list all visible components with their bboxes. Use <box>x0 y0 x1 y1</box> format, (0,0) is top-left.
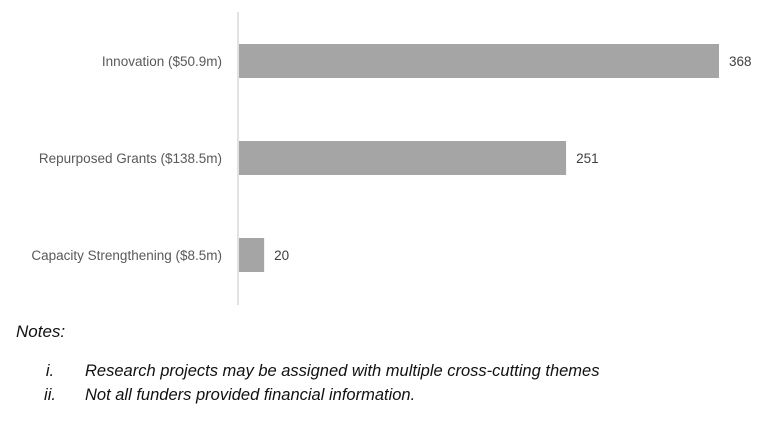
notes-title: Notes: <box>16 322 66 341</box>
note-number: ii. <box>44 386 56 404</box>
notes-section: Notes: i. Research projects may be assig… <box>16 322 756 410</box>
note-text: Research projects may be assigned with m… <box>85 362 600 380</box>
category-label: Capacity Strengthening ($8.5m) <box>31 248 222 263</box>
data-label: 251 <box>576 151 599 166</box>
category-label: Repurposed Grants ($138.5m) <box>39 151 222 166</box>
bar <box>239 238 265 272</box>
note-number: i. <box>45 362 55 380</box>
category-label: Innovation ($50.9m) <box>102 54 222 69</box>
bar-chart: Innovation ($50.9m) 368 Repurposed Grants … <box>31 12 752 305</box>
data-label: 368 <box>729 54 752 69</box>
data-label: 20 <box>274 248 289 263</box>
note-item-1: i. Research projects may be assigned wit… <box>16 362 756 386</box>
note-text: Not all funders provided financial infor… <box>85 386 416 404</box>
bar <box>239 44 719 78</box>
bar <box>239 141 567 175</box>
note-item-2: ii. Not all funders provided financial i… <box>16 386 756 410</box>
